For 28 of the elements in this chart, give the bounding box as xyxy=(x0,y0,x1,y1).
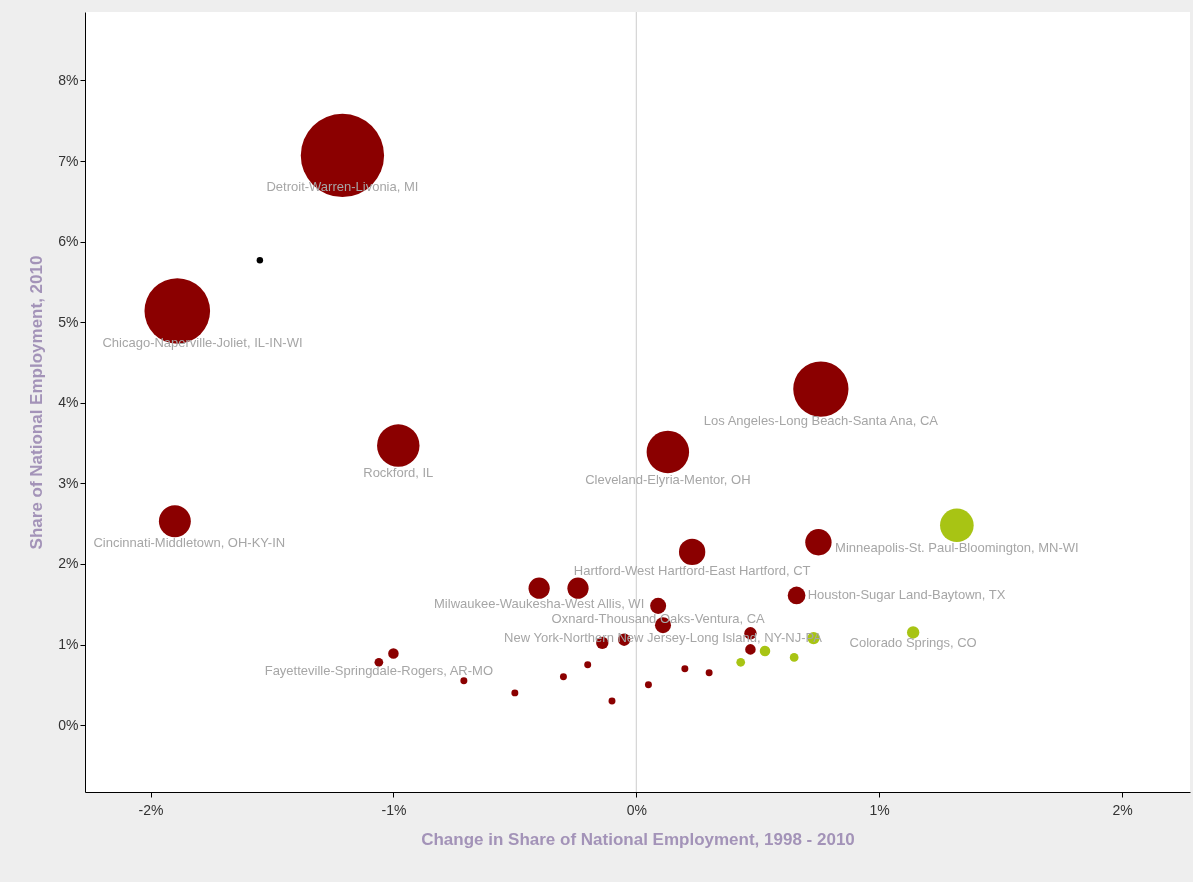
y-tick-label: 5% xyxy=(58,313,79,330)
x-tick-label: -2% xyxy=(138,801,164,818)
annotation: Rockford, IL xyxy=(363,465,434,481)
annotation: Hartford-West Hartford-East Hartford, CT xyxy=(573,562,811,578)
annotation: Cleveland-Elyria-Mentor, OH xyxy=(585,471,751,487)
y-axis-title: Share of National Employment, 2010 xyxy=(27,255,47,550)
annotation: Chicago-Naperville-Joliet, IL-IN-WI xyxy=(102,334,303,350)
y-tick-label: 0% xyxy=(58,716,79,733)
x-tick-label: 1% xyxy=(869,801,890,818)
y-tick-label: 3% xyxy=(58,474,79,491)
annotation: Houston-Sugar Land-Baytown, TX xyxy=(807,587,1006,603)
annotation: Minneapolis-St. Paul-Bloomington, MN-WI xyxy=(835,540,1079,556)
x-tick-label: -1% xyxy=(381,801,407,818)
annotation: Fayetteville-Springdale-Rogers, AR-MO xyxy=(264,663,494,679)
x-axis-title: Change in Share of National Employment, 1998 - 2010 xyxy=(421,829,855,849)
x-tick-label: 0% xyxy=(626,801,647,818)
annotation: Cincinnati-Middletown, OH-KY-IN xyxy=(93,535,286,551)
y-tick-label: 8% xyxy=(58,71,79,88)
y-tick-label: 7% xyxy=(58,152,79,169)
y-tick-label: 2% xyxy=(58,555,79,572)
annotation: Milwaukee-Waukesha-West Allis, WI xyxy=(434,596,645,612)
annotation: Los Angeles-Long Beach-Santa Ana, CA xyxy=(703,413,939,429)
y-tick-label: 6% xyxy=(58,233,79,250)
y-tick-label: 1% xyxy=(58,636,79,653)
y-tick-label: 4% xyxy=(58,394,79,411)
annotation: Colorado Springs, CO xyxy=(849,635,977,651)
annotation: Oxnard-Thousand Oaks-Ventura, CA xyxy=(551,610,766,626)
x-tick-label: 2% xyxy=(1112,801,1133,818)
